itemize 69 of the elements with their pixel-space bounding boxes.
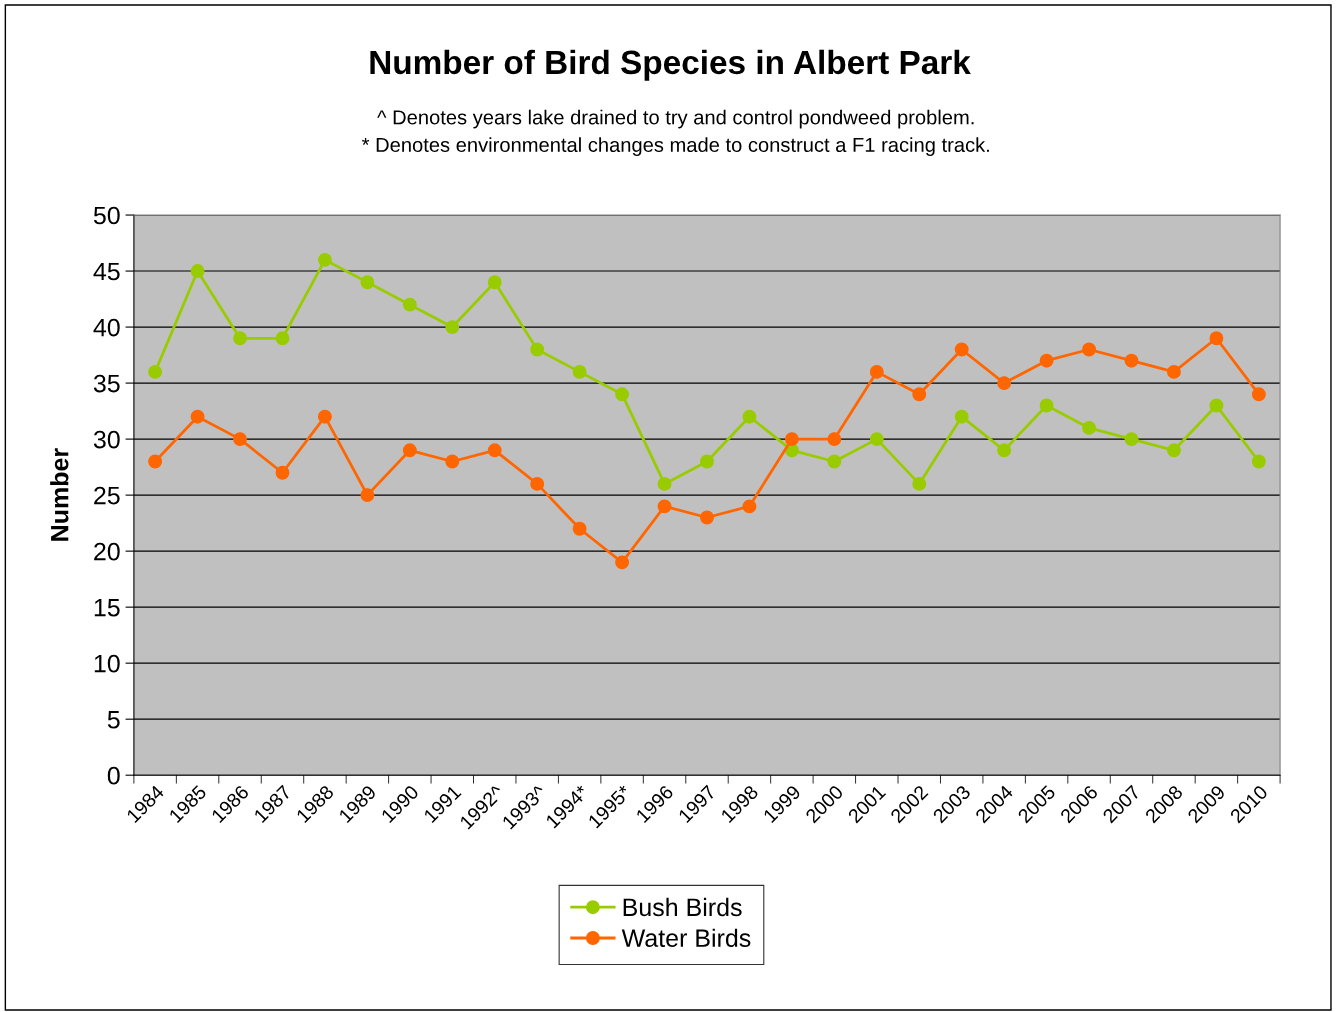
- point: [827, 454, 842, 469]
- point: [445, 320, 460, 335]
- point: [912, 387, 927, 402]
- point: [148, 454, 163, 469]
- y-tick-label: 25: [94, 486, 120, 505]
- point: [530, 342, 545, 357]
- y-tick-label: 45: [93, 262, 120, 281]
- point: [148, 364, 163, 379]
- point: [190, 409, 205, 424]
- point: [700, 510, 714, 525]
- point: [233, 432, 247, 447]
- point: [1039, 398, 1054, 413]
- point: [615, 555, 630, 570]
- point: [1209, 331, 1224, 346]
- point: [742, 409, 757, 424]
- point: [275, 331, 290, 346]
- y-tick-label: 50: [93, 206, 120, 225]
- point: [869, 432, 884, 447]
- chart-subtitle: ^ Denotes years lake drained to try and control pondweed problem. * Denotes environmental changes made to construct a F1 racing track.: [361, 109, 989, 156]
- y-tick-label: 35: [93, 374, 120, 393]
- point: [360, 275, 375, 290]
- point: [360, 488, 375, 503]
- point: [487, 275, 502, 290]
- point: [827, 432, 842, 447]
- point: [997, 443, 1012, 458]
- point: [869, 364, 884, 379]
- point: [1082, 420, 1096, 435]
- point: [1251, 454, 1266, 469]
- y-tick-label: 0: [107, 766, 120, 785]
- point: [742, 499, 757, 514]
- point: [1039, 353, 1054, 368]
- point: [1124, 353, 1139, 368]
- point: [1124, 432, 1139, 447]
- point: [700, 454, 714, 469]
- y-tick-label: 5: [107, 711, 120, 729]
- point: [317, 409, 332, 424]
- y-tick-label: 10: [94, 654, 120, 673]
- point: [997, 376, 1012, 391]
- point: [530, 476, 545, 491]
- chart-title: Number of Bird Species in Albert Park: [370, 49, 971, 81]
- point: [615, 387, 630, 402]
- point: [275, 465, 290, 480]
- point: [1209, 398, 1224, 413]
- y-axis-title: Number: [50, 448, 69, 541]
- point: [657, 499, 672, 514]
- y-tick-label: 40: [93, 318, 120, 337]
- point: [1251, 387, 1266, 402]
- point: [487, 443, 502, 458]
- point: [572, 521, 587, 536]
- point: [402, 297, 417, 312]
- point: [954, 342, 969, 357]
- point: [1167, 364, 1181, 379]
- y-tick-label: 20: [94, 542, 120, 561]
- point: [1167, 443, 1181, 458]
- point: [190, 264, 205, 279]
- point: [402, 443, 417, 458]
- legend-label: Bush Birds: [623, 897, 742, 917]
- point: [572, 364, 587, 379]
- point: [912, 476, 927, 491]
- point: [317, 252, 332, 267]
- y-tick-label: 30: [93, 430, 120, 449]
- legend-label: Water Birds: [621, 928, 751, 947]
- point: [445, 454, 460, 469]
- y-tick-label: 15: [94, 599, 120, 617]
- point: [784, 432, 799, 447]
- point: [233, 331, 247, 346]
- point: [1082, 342, 1096, 357]
- point: [657, 476, 672, 491]
- point: [954, 409, 969, 424]
